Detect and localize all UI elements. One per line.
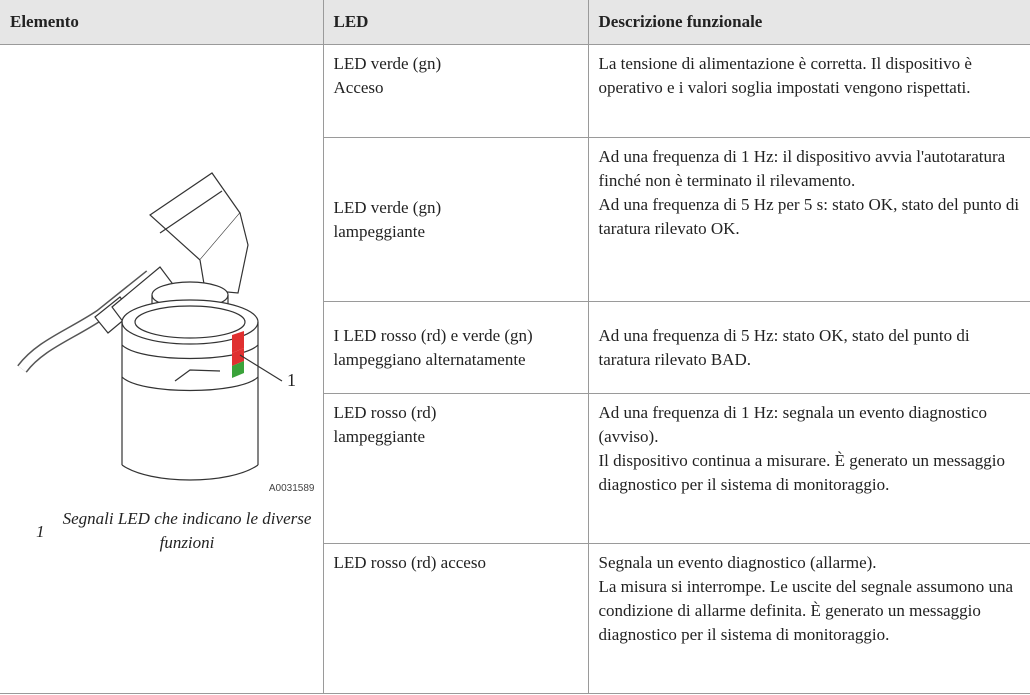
description-text: La tensione di alimentazione è corretta.… xyxy=(598,54,972,97)
description-text: Ad una frequenza di 5 Hz: stato OK, stat… xyxy=(598,325,970,369)
description-cell: Ad una frequenza di 1 Hz: segnala un eve… xyxy=(587,393,1030,544)
description-cell: Ad una frequenza di 5 Hz: stato OK, stat… xyxy=(587,301,1030,394)
description-text: Ad una frequenza di 1 Hz: segnala un eve… xyxy=(598,403,988,446)
description-text: Segnala un evento diagnostico (allarme). xyxy=(598,553,877,572)
callout-number: 1 xyxy=(287,370,296,390)
table-row: 1 A0031589 1 Segnali LED che indicano le… xyxy=(0,44,1030,694)
led-text: LED verde (gn) xyxy=(333,54,442,73)
table-body: 1 A0031589 1 Segnali LED che indicano le… xyxy=(0,44,1030,694)
table-row: LED rosso (rd) acceso Segnala un evento d… xyxy=(0,543,1030,694)
description-cell: Segnala un evento diagnostico (allarme).… xyxy=(587,543,1030,694)
description-text: La misura si interrompe. Le uscite del s… xyxy=(598,577,1014,644)
table-row: LED rosso (rd) lampeggiante Ad una frequen… xyxy=(0,393,1030,544)
led-text: LED verde (gn) xyxy=(333,197,442,217)
led-text: lampeggiante xyxy=(333,221,426,241)
header-cell: LED xyxy=(322,0,589,45)
header-row: Elemento LED Descrizione funzionale xyxy=(0,0,1030,45)
description-cell: La tensione di alimentazione è corretta.… xyxy=(587,44,1030,138)
led-text: I LED rosso (rd) e verde (gn) lampeggian… xyxy=(333,325,533,369)
led-text: LED rosso (rd) acceso xyxy=(333,553,486,572)
table-row: LED verde (gn) lampeggiante Ad una frequen… xyxy=(0,137,1030,302)
led-text: lampeggiante xyxy=(333,427,426,446)
figure-cell: 1 A0031589 1 Segnali LED che indicano le… xyxy=(0,44,324,694)
led-cell: LED rosso (rd) acceso xyxy=(323,543,589,694)
caption-number: 1 xyxy=(36,522,45,541)
led-cell: LED verde (gn) lampeggiante xyxy=(323,137,589,302)
header-cell: Elemento xyxy=(0,0,324,45)
figure-code: A0031589 xyxy=(268,483,315,494)
led-cell: I LED rosso (rd) e verde (gn) lampeggian… xyxy=(323,301,589,394)
sensor-illustration: 1 xyxy=(17,172,296,481)
description-text: Il dispositivo continua a misurare. È ge… xyxy=(598,451,1006,494)
description-text: Ad una frequenza di 5 Hz per 5 s: stato … xyxy=(598,195,1020,238)
description-text: Ad una frequenza di 1 Hz: il dispositivo… xyxy=(598,147,1006,190)
led-text: Acceso xyxy=(333,78,384,97)
header-cell: Descrizione funzionale xyxy=(587,0,1030,45)
led-text: LED rosso (rd) xyxy=(333,403,437,422)
caption-text: Segnali LED che indicano le diverse funz… xyxy=(62,509,312,552)
table-row: I LED rosso (rd) e verde (gn) lampeggian… xyxy=(0,301,1030,394)
led-cell: LED rosso (rd) lampeggiante xyxy=(323,393,589,544)
description-cell: Ad una frequenza di 1 Hz: il dispositivo… xyxy=(587,137,1030,302)
led-cell: LED verde (gn) Acceso xyxy=(322,44,589,138)
